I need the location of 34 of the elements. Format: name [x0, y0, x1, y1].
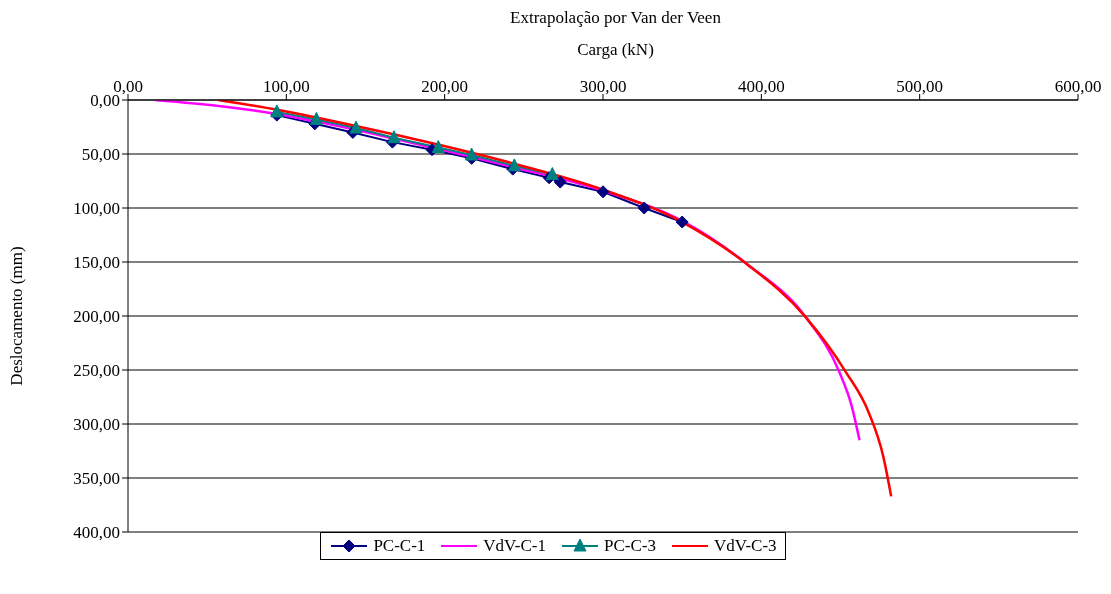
point: [270, 104, 284, 118]
y-tick-label: 50,00: [81, 145, 120, 165]
y-tick-label: 350,00: [73, 469, 120, 489]
y-tick-label: 150,00: [73, 253, 120, 273]
chart-title: Extrapolação por Van der Veen: [509, 8, 722, 28]
y-tick-label: 250,00: [73, 361, 120, 381]
point: [545, 167, 559, 181]
point: [431, 140, 445, 154]
point: [553, 175, 567, 189]
point: [349, 120, 363, 134]
x-tick-label: 100,00: [262, 77, 310, 96]
y-tick-label: 300,00: [73, 415, 120, 435]
x-axis-title: Carga (kN): [576, 40, 655, 60]
point: [465, 147, 479, 161]
point: [596, 185, 610, 199]
line-series: [217, 100, 893, 498]
point: [387, 130, 401, 144]
x-tick-label: 600,00: [1054, 77, 1102, 96]
point: [309, 111, 323, 125]
point: [507, 158, 521, 172]
x-tick-label: 300,00: [579, 77, 627, 96]
x-tick-label: 200,00: [421, 77, 469, 96]
y-tick-label: 100,00: [73, 199, 120, 219]
y-tick-label: 400,00: [73, 523, 120, 543]
y-axis-title: Deslocamento (mm): [7, 246, 27, 386]
legend-label: PC-C-1: [372, 536, 426, 556]
legend-label: VdV-C-1: [482, 536, 546, 556]
legend-label: PC-C-3: [603, 536, 656, 556]
x-tick-label: 400,00: [737, 77, 785, 96]
legend-label: VdV-C-3: [712, 536, 777, 556]
x-tick-label: 500,00: [896, 77, 944, 96]
point: [637, 201, 651, 215]
y-tick-label: 200,00: [73, 307, 120, 327]
point: [675, 215, 689, 229]
